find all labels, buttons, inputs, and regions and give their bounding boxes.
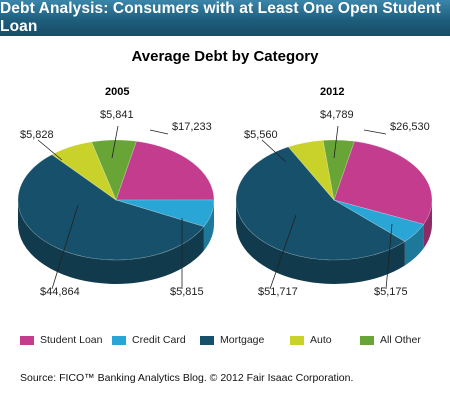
legend-label-mortgage: Mortgage bbox=[220, 334, 265, 346]
pie-2012-label-credit-card: $5,175 bbox=[374, 286, 408, 298]
pie-2005-leader-auto bbox=[37, 139, 63, 161]
source-note: Source: FICO™ Banking Analytics Blog. © … bbox=[20, 372, 354, 384]
legend-label-credit-card: Credit Card bbox=[132, 334, 186, 346]
legend-swatch-all-other bbox=[360, 335, 374, 345]
pie-2005-slice-credit-card bbox=[115, 199, 215, 227]
pie-2012-side-mortgage bbox=[236, 200, 405, 284]
pie-2005-label-credit-card: $5,815 bbox=[170, 286, 204, 298]
pie-2012-leader-all-other bbox=[333, 125, 339, 159]
pie-2005-slice-mortgage bbox=[17, 154, 205, 261]
pie-2005-side-mortgage bbox=[18, 200, 204, 284]
pie-2012-slice-credit-card bbox=[333, 199, 425, 242]
legend-swatch-student-loan bbox=[20, 335, 34, 345]
pie-2005-slice-student-loan bbox=[115, 140, 215, 201]
pie-2012-label-mortgage: $51,717 bbox=[258, 286, 298, 298]
pie-2005-leader-mortgage bbox=[51, 204, 79, 290]
pie-2012-label-auto: $5,560 bbox=[244, 129, 278, 141]
chart-title: Average Debt by Category bbox=[131, 48, 319, 65]
legend-label-auto: Auto bbox=[310, 334, 332, 346]
pie-2012-slice-auto bbox=[287, 140, 335, 202]
pie-2012-leader-mortgage bbox=[269, 214, 297, 290]
pie-2005-leader-student-loan bbox=[149, 129, 169, 135]
legend-swatch-credit-card bbox=[112, 335, 126, 345]
pie-2012-leader-credit-card bbox=[385, 223, 393, 290]
pie-2005-slice-all-other bbox=[91, 139, 137, 201]
pie-2012-slice-all-other bbox=[322, 139, 355, 202]
pie-2005-label-all-other: $5,841 bbox=[100, 109, 134, 121]
pie-2005-label-mortgage: $44,864 bbox=[40, 286, 80, 298]
pie-2005-label-student-loan: $17,233 bbox=[172, 121, 212, 133]
legend-item-credit-card: Credit Card bbox=[112, 334, 186, 346]
legend-item-student-loan: Student Loan bbox=[20, 334, 102, 346]
legend-label-student-loan: Student Loan bbox=[40, 334, 103, 346]
pie-2005-subtitle: 2005 bbox=[105, 86, 130, 98]
legend-item-auto: Auto bbox=[290, 334, 332, 346]
pie-2012 bbox=[235, 125, 433, 290]
pie-2012-slice-student-loan bbox=[333, 140, 433, 225]
pie-2012-subtitle: 2012 bbox=[320, 86, 345, 98]
pie-2005-side-credit-card bbox=[203, 200, 214, 251]
pie-2012-side-student-loan bbox=[423, 200, 432, 249]
pie-2012-side-credit-card bbox=[404, 224, 424, 266]
legend-item-mortgage: Mortgage bbox=[200, 334, 264, 346]
legend-item-all-other: All Other bbox=[360, 334, 421, 346]
legend: Student Loan Credit Card Mortgage Auto A… bbox=[20, 334, 440, 350]
pie-2012-leader-auto bbox=[261, 139, 287, 163]
pie-2012-label-all-other: $4,789 bbox=[320, 109, 354, 121]
legend-swatch-mortgage bbox=[200, 335, 214, 345]
legend-label-all-other: All Other bbox=[380, 334, 421, 346]
legend-swatch-auto bbox=[290, 335, 304, 345]
pie-2012-leader-student-loan bbox=[363, 129, 387, 135]
banner-title: Debt Analysis: Consumers with at Least O… bbox=[0, 0, 450, 36]
pie-2005-slice-auto bbox=[51, 141, 117, 201]
pie-2005-label-auto: $5,828 bbox=[20, 129, 54, 141]
pie-2005-leader-all-other bbox=[111, 125, 119, 159]
pie-charts bbox=[17, 125, 433, 290]
pie-2012-label-student-loan: $26,530 bbox=[390, 121, 430, 133]
pie-2012-slice-mortgage bbox=[235, 146, 406, 261]
pie-2005 bbox=[17, 125, 215, 290]
